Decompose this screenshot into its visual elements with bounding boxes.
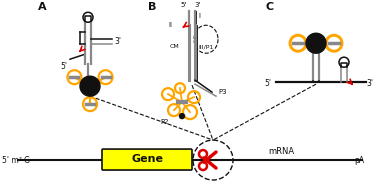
Text: III/P1: III/P1 (198, 44, 213, 49)
Text: 5': 5' (180, 2, 186, 8)
Circle shape (180, 114, 184, 119)
Circle shape (80, 76, 100, 96)
Text: Gene: Gene (131, 154, 163, 164)
Text: P3: P3 (218, 89, 227, 95)
Text: A: A (38, 2, 46, 12)
Text: 3': 3' (114, 37, 121, 46)
Text: 3': 3' (366, 79, 373, 88)
Circle shape (306, 33, 326, 53)
Text: 5': 5' (264, 79, 271, 88)
Text: C: C (265, 2, 273, 12)
Text: II: II (168, 22, 172, 28)
Text: 5' m⁷ G: 5' m⁷ G (2, 156, 30, 165)
Text: pA: pA (354, 156, 364, 165)
Text: CM: CM (170, 44, 180, 49)
Text: B: B (148, 2, 156, 12)
FancyBboxPatch shape (102, 149, 192, 170)
Text: I: I (198, 13, 200, 19)
Text: mRNA: mRNA (268, 146, 294, 156)
Text: 3': 3' (194, 2, 200, 8)
Text: P2: P2 (160, 119, 169, 125)
Text: 5': 5' (60, 62, 67, 71)
